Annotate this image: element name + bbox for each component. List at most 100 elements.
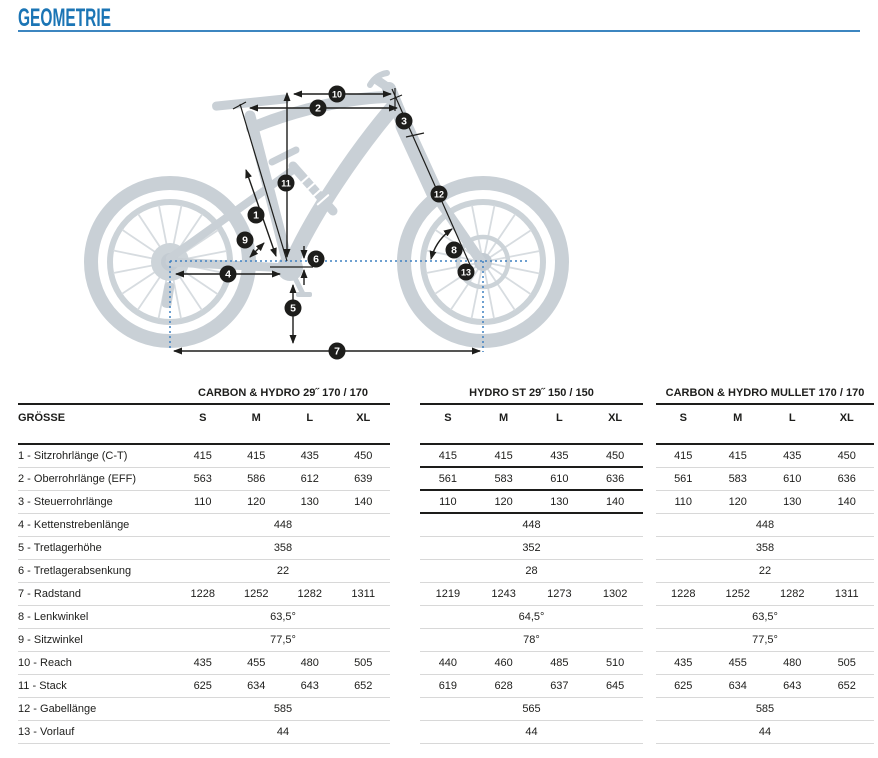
pedal-icon <box>296 292 312 297</box>
row-label: 9 - Sitzwinkel <box>18 634 83 646</box>
size-header: XL <box>356 412 371 424</box>
size-header: L <box>556 412 563 424</box>
size-header: M <box>733 412 743 424</box>
value-cell: 625 <box>193 680 212 692</box>
value-cell-spanned: 28 <box>525 565 538 577</box>
table-row: 78° <box>420 629 643 652</box>
value-cell: 636 <box>837 473 856 485</box>
value-cell: 120 <box>728 496 747 508</box>
table-row: 585 <box>656 698 874 721</box>
measurement-marker-2: 2 <box>309 99 327 117</box>
measurement-marker-1: 1 <box>247 206 265 224</box>
value-cell: 485 <box>550 657 569 669</box>
svg-text:12: 12 <box>434 190 444 200</box>
value-cell: 1282 <box>297 588 322 600</box>
table-row: 561 583 610 636 <box>420 468 643 491</box>
table-row: 2 - Oberrohrlänge (EFF) 563 586 612 639 <box>18 468 390 491</box>
value-cell: 415 <box>438 449 458 462</box>
table-row: 63,5° <box>656 606 874 629</box>
geometry-table-hydro-st-29: HYDRO ST 29˝ 150 / 150 S M L XL 415 415 435 450 5… <box>420 386 643 744</box>
size-header: S <box>199 412 207 424</box>
table-row: 415 415 435 450 <box>420 445 643 468</box>
value-cell-spanned: 77,5° <box>752 634 778 646</box>
value-cell-spanned: 63,5° <box>752 611 778 623</box>
size-header-row: GRÖSSE S M L XL <box>18 405 390 445</box>
chainring-icon <box>277 255 303 281</box>
saddle-icon <box>212 94 290 111</box>
row-label: 1 - Sitzrohrlänge (C-T) <box>18 450 128 462</box>
value-cell: 435 <box>550 449 569 462</box>
wheelbase-dotted-box <box>169 260 528 352</box>
page-title: GEOMETRIE <box>18 4 112 32</box>
value-cell: 1273 <box>547 588 572 600</box>
value-cell: 1252 <box>244 588 269 600</box>
value-cell: 435 <box>193 657 212 669</box>
value-cell: 1302 <box>602 588 628 600</box>
geometry-table-carbon-hydro-29: CARBON & HYDRO 29˝ 170 / 170 GRÖSSE S M L XL 1… <box>18 386 390 744</box>
value-cell: 140 <box>837 496 856 508</box>
value-cell: 120 <box>247 496 266 508</box>
table-row: 565 <box>420 698 643 721</box>
value-cell: 130 <box>550 495 569 508</box>
value-cell: 140 <box>354 496 373 508</box>
value-cell-spanned: 44 <box>276 726 290 738</box>
svg-text:3: 3 <box>401 116 407 128</box>
value-cell: 110 <box>439 495 457 508</box>
table-row: 8 - Lenkwinkel 63,5° <box>18 606 390 629</box>
measurement-marker-7: 7 <box>328 342 346 360</box>
size-header: XL <box>839 412 854 424</box>
value-cell: 643 <box>783 680 802 692</box>
value-cell: 563 <box>193 473 212 485</box>
table-row: 415 415 435 450 <box>656 445 874 468</box>
value-cell: 586 <box>247 473 266 485</box>
value-cell: 460 <box>494 657 513 669</box>
value-cell-spanned: 358 <box>273 542 293 554</box>
geometry-table-carbon-hydro-mullet: CARBON & HYDRO MULLET 170 / 170 S M L XL 415 4… <box>656 386 874 744</box>
value-cell: 480 <box>300 657 319 669</box>
table-row: 77,5° <box>656 629 874 652</box>
table-title: HYDRO ST 29˝ 150 / 150 <box>420 386 643 405</box>
value-cell: 450 <box>605 449 625 462</box>
table-row: 13 - Vorlauf 44 <box>18 721 390 744</box>
value-cell: 435 <box>674 657 693 669</box>
table-row: 10 - Reach 435 455 480 505 <box>18 652 390 675</box>
table-row: 5 - Tretlagerhöhe 358 <box>18 537 390 560</box>
value-cell: 450 <box>837 450 856 462</box>
title-underline <box>18 30 860 32</box>
value-cell: 455 <box>728 657 747 669</box>
table-row: 28 <box>420 560 643 583</box>
value-cell-spanned: 565 <box>522 703 541 715</box>
value-cell: 1311 <box>834 588 859 600</box>
value-cell: 130 <box>783 496 802 508</box>
table-row: 12 - Gabellänge 585 <box>18 698 390 721</box>
value-cell-spanned: 44 <box>758 726 772 738</box>
value-cell: 435 <box>783 450 802 462</box>
table-row: 1 - Sitzrohrlänge (C-T) 415 415 435 450 <box>18 445 390 468</box>
value-cell: 480 <box>783 657 802 669</box>
shock-icon <box>298 173 330 206</box>
table-title: CARBON & HYDRO MULLET 170 / 170 <box>656 386 874 405</box>
size-header: L <box>788 412 796 424</box>
table-row: 22 <box>656 560 874 583</box>
value-cell-spanned: 448 <box>522 519 541 531</box>
svg-text:6: 6 <box>313 254 319 266</box>
value-cell: 450 <box>354 450 373 462</box>
size-header: XL <box>608 412 623 424</box>
row-label: 10 - Reach <box>18 657 72 669</box>
value-cell-spanned: 44 <box>525 726 538 738</box>
value-cell-spanned: 448 <box>755 519 775 531</box>
measurement-marker-6: 6 <box>307 250 325 268</box>
measurement-marker-13: 13 <box>457 263 475 281</box>
measurement-marker-12: 12 <box>430 185 448 203</box>
svg-text:13: 13 <box>461 268 471 278</box>
value-cell: 634 <box>728 680 747 692</box>
table-row: 110 120 130 140 <box>420 491 643 514</box>
size-header: S <box>679 412 687 424</box>
value-cell: 415 <box>674 450 693 462</box>
svg-text:10: 10 <box>332 90 342 100</box>
value-cell: 583 <box>494 472 513 485</box>
table-row: 44 <box>420 721 643 744</box>
table-row: 1228 1252 1282 1311 <box>656 583 874 606</box>
